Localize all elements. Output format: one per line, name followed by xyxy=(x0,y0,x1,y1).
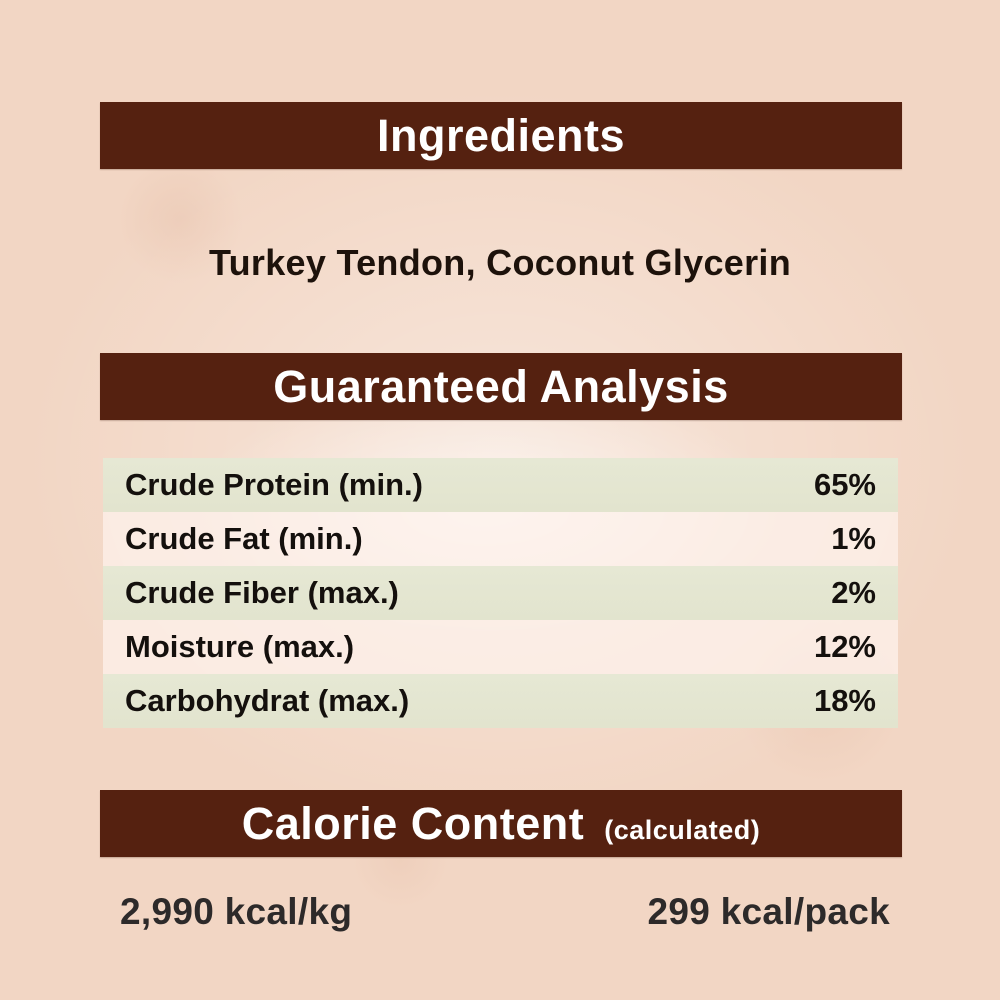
table-row: Crude Protein (min.) 65% xyxy=(103,458,898,512)
row-label: Crude Fiber (max.) xyxy=(125,575,399,610)
ingredients-header-title: Ingredients xyxy=(376,110,626,161)
guaranteed-analysis-table: Crude Protein (min.) 65% Crude Fat (min.… xyxy=(103,458,898,728)
calorie-figures-row: 2,990 kcal/kg 299 kcal/pack xyxy=(100,885,902,939)
calorie-content-header-bar: Calorie Content (calculated) xyxy=(100,790,902,857)
ingredients-header-bar: Ingredients xyxy=(100,102,902,169)
table-row: Crude Fiber (max.) 2% xyxy=(103,566,898,620)
row-value: 65% xyxy=(813,467,876,502)
row-label: Crude Protein (min.) xyxy=(125,467,423,502)
calorie-per-kg: 2,990 kcal/kg xyxy=(120,891,353,932)
calorie-content-header-title: Calorie Content xyxy=(241,798,585,849)
row-value: 18% xyxy=(813,683,876,718)
table-row: Crude Fat (min.) 1% xyxy=(103,512,898,566)
row-value: 1% xyxy=(831,521,876,556)
calorie-per-pack: 299 kcal/pack xyxy=(647,891,890,932)
row-label: Carbohydrat (max.) xyxy=(125,683,410,718)
row-label: Moisture (max.) xyxy=(125,629,355,664)
row-label: Crude Fat (min.) xyxy=(125,521,363,556)
row-value: 12% xyxy=(813,629,876,664)
calorie-content-qualifier: (calculated) xyxy=(604,815,761,845)
ingredients-list-text: Turkey Tendon, Coconut Glycerin xyxy=(208,242,792,283)
guaranteed-analysis-header-bar: Guaranteed Analysis xyxy=(100,353,902,420)
row-value: 2% xyxy=(831,575,876,610)
table-row: Carbohydrat (max.) 18% xyxy=(103,674,898,728)
guaranteed-analysis-header-title: Guaranteed Analysis xyxy=(273,361,729,412)
table-row: Moisture (max.) 12% xyxy=(103,620,898,674)
